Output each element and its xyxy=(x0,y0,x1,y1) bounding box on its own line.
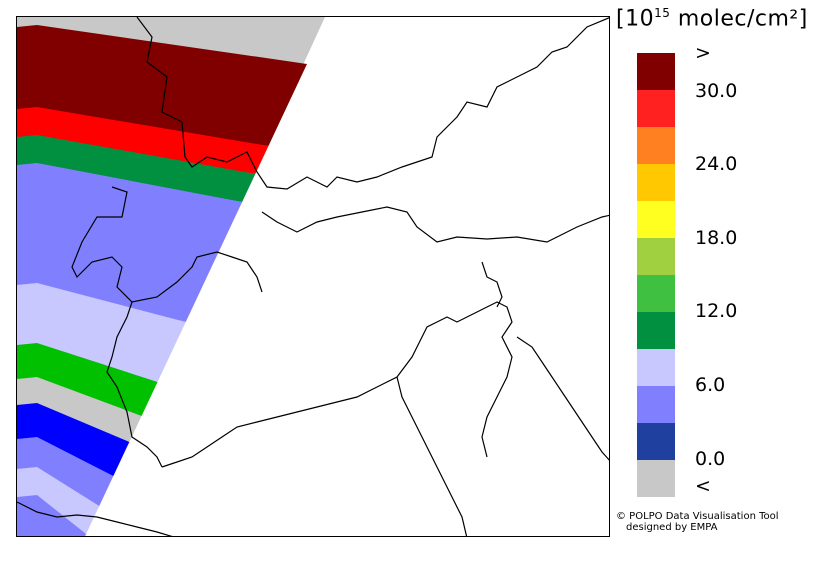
legend-swatch xyxy=(637,53,675,90)
swath-band xyxy=(17,343,158,416)
legend-title: [1015 molec/cm²] xyxy=(616,6,808,32)
legend-label-30: 30.0 xyxy=(695,80,738,102)
map-panel xyxy=(16,16,610,537)
legend-swatch xyxy=(637,423,675,460)
country-borders xyxy=(17,17,609,536)
legend-label-below: < xyxy=(695,475,711,497)
legend-label-18: 18.0 xyxy=(695,227,738,249)
color-scale-bar xyxy=(637,53,675,497)
coast-line-south xyxy=(17,501,173,536)
swath-band xyxy=(17,283,186,382)
credit-line-2: designed by EMPA xyxy=(626,522,718,533)
satellite-swath xyxy=(17,25,307,536)
swath-band xyxy=(17,403,130,476)
legend-swatch xyxy=(637,275,675,312)
border-line-west xyxy=(136,17,609,190)
swath-band xyxy=(17,437,114,506)
border-line-france-italy xyxy=(106,301,163,468)
border-line-alps xyxy=(261,206,609,243)
coast-line-ligurian xyxy=(161,301,513,468)
coast-line-tyrrhenian xyxy=(396,376,468,536)
credit-line-1: © POLPO Data Visualisation Tool xyxy=(616,511,779,522)
legend-label-24: 24.0 xyxy=(695,153,738,175)
legend-swatch xyxy=(637,460,675,497)
coast-line-adriatic-east xyxy=(516,336,609,461)
credit-text: © POLPO Data Visualisation Tool designed… xyxy=(616,511,779,533)
legend-swatch xyxy=(637,90,675,127)
swath-band xyxy=(17,25,307,146)
legend-swatch xyxy=(637,312,675,349)
legend-swatch xyxy=(637,349,675,386)
river-po-line xyxy=(481,261,503,308)
legend-swatch xyxy=(637,201,675,238)
swath-band xyxy=(17,377,142,442)
swath-band xyxy=(17,163,243,322)
legend-label-12: 12.0 xyxy=(695,300,738,322)
legend-label-6: 6.0 xyxy=(695,374,726,396)
swath-band xyxy=(17,467,100,534)
map-canvas xyxy=(17,17,609,536)
legend-swatch xyxy=(637,164,675,201)
legend-label-above: > xyxy=(695,42,711,64)
swath-band xyxy=(17,135,256,202)
legend-label-0: 0.0 xyxy=(695,448,726,470)
legend-swatch xyxy=(637,386,675,423)
legend-swatch xyxy=(637,127,675,164)
legend-swatch xyxy=(637,238,675,275)
border-line-swiss xyxy=(71,186,263,303)
